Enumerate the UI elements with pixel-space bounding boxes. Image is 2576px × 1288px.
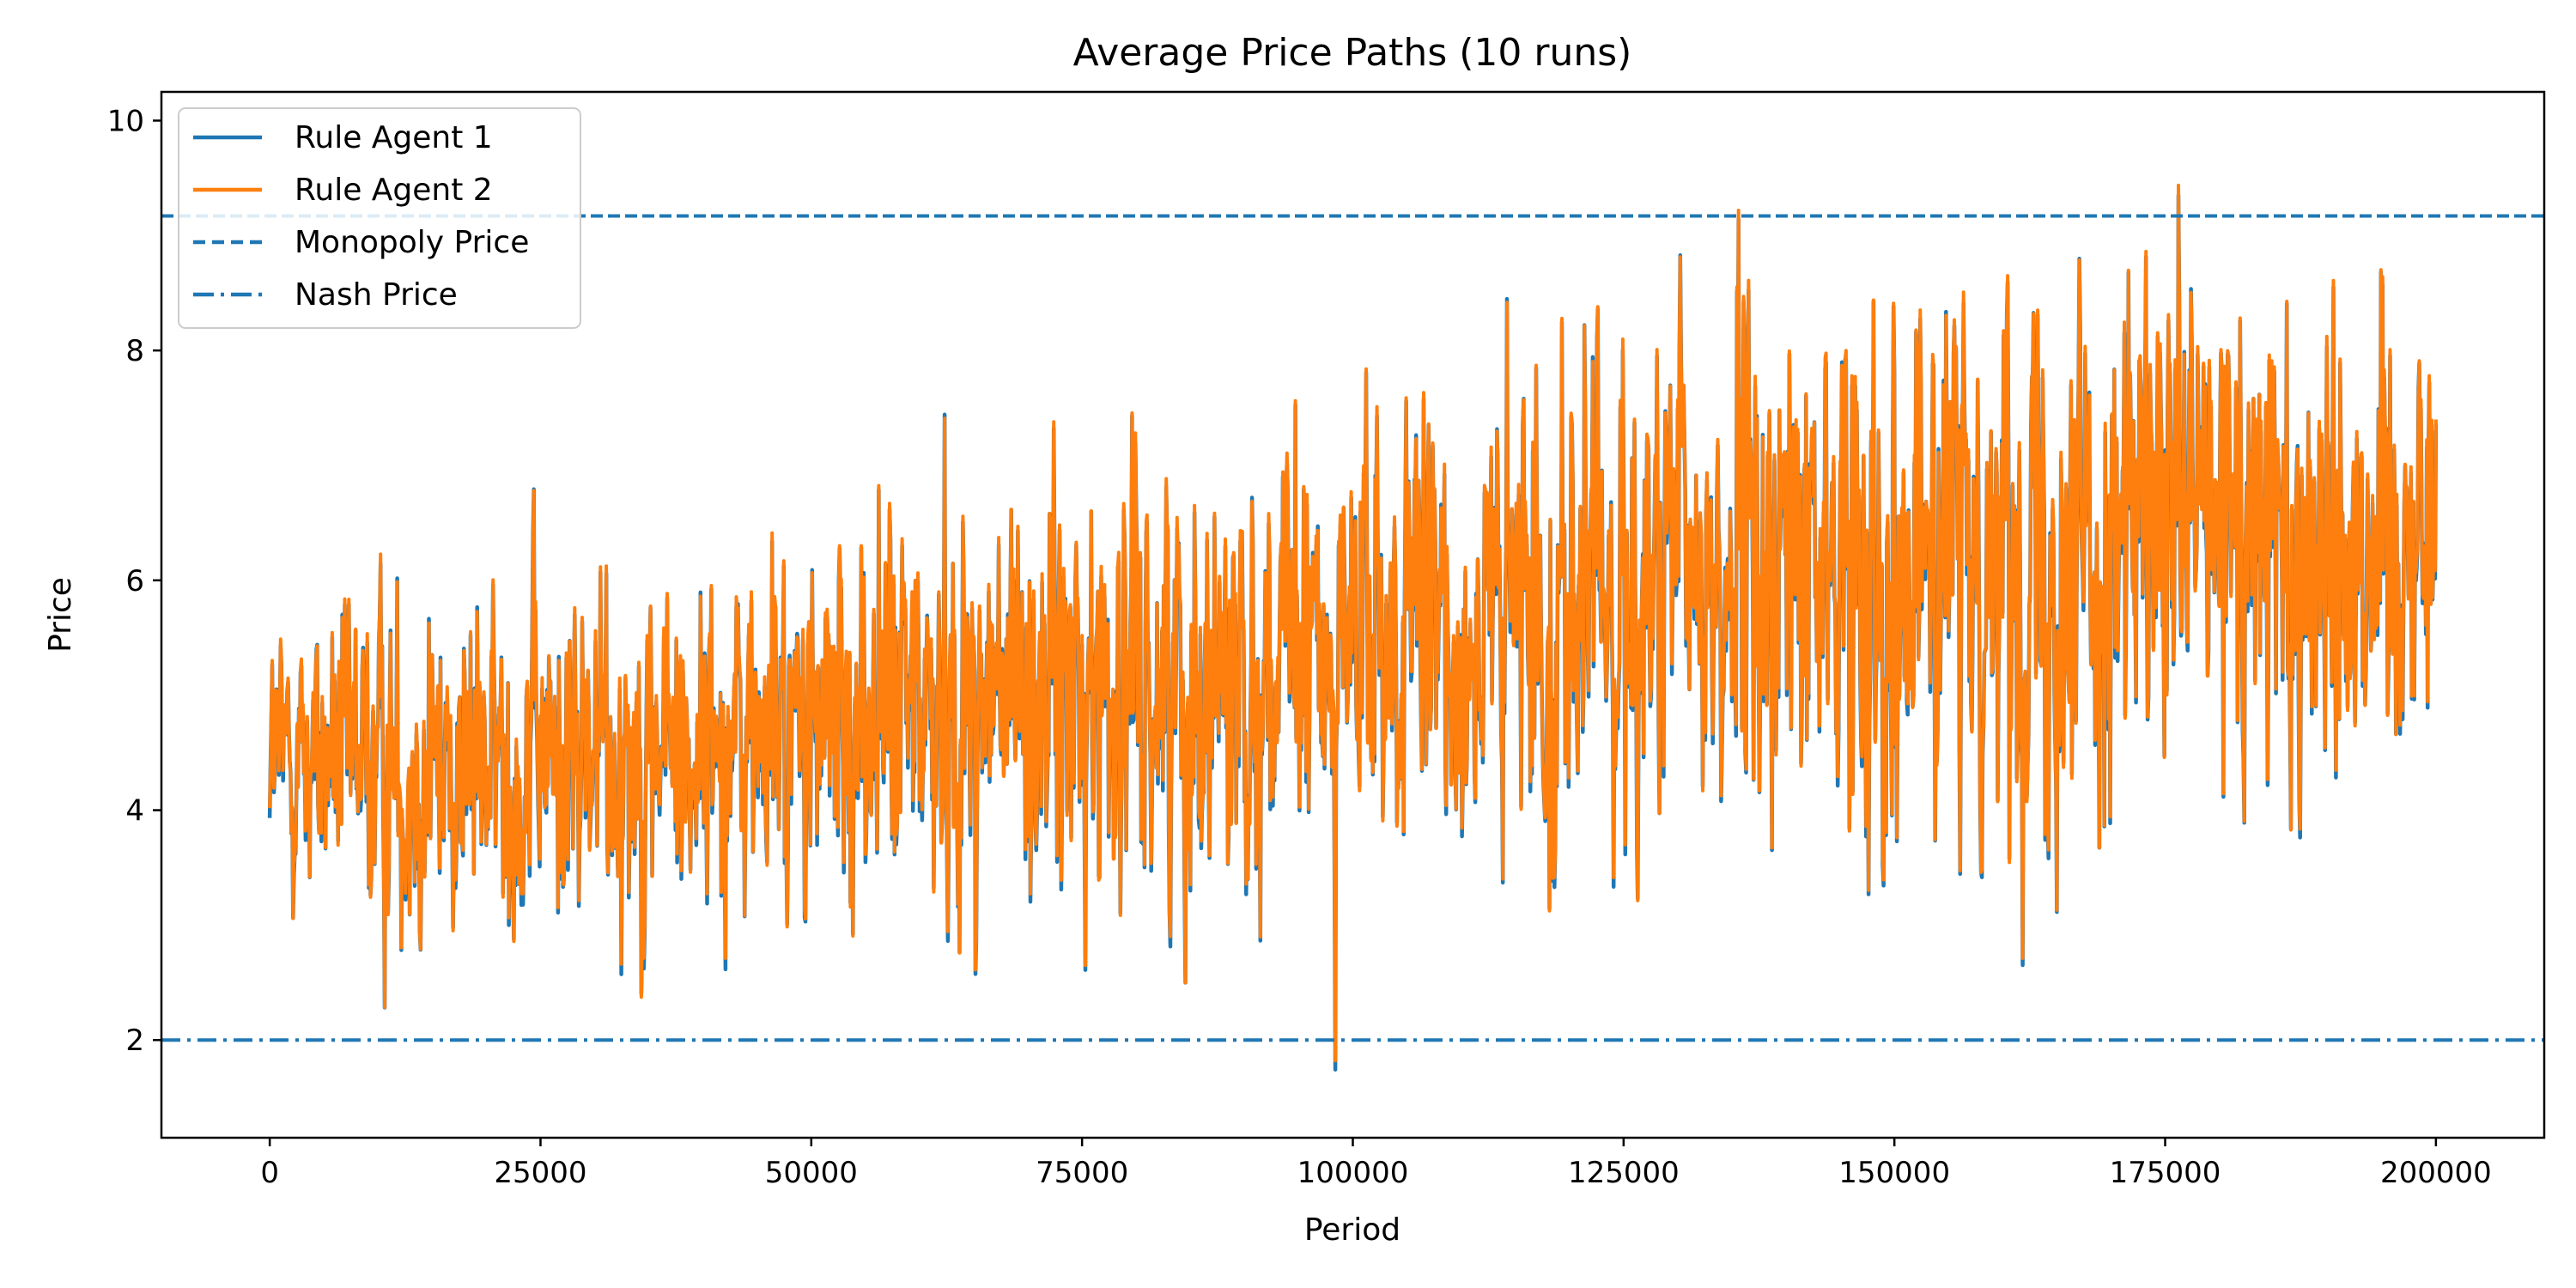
y-tick-label: 6 (125, 564, 144, 598)
legend-label: Nash Price (295, 277, 458, 313)
y-tick-label: 4 (125, 794, 144, 829)
x-tick-label: 0 (260, 1156, 279, 1190)
x-tick-label: 150000 (1838, 1156, 1950, 1190)
x-tick-label: 75000 (1036, 1156, 1128, 1190)
y-tick-label: 8 (125, 334, 144, 368)
x-tick-label: 100000 (1297, 1156, 1409, 1190)
chart-title: Average Price Paths (10 runs) (1073, 31, 1632, 75)
y-axis-ticks: 2 4 6 8 10 (107, 104, 161, 1058)
x-tick-label: 50000 (765, 1156, 858, 1190)
legend-entry-rule-agent-2: Rule Agent 2 (193, 173, 493, 208)
legend-entry-monopoly-price: Monopoly Price (193, 225, 529, 260)
y-tick-label: 10 (107, 104, 144, 138)
series-layer (267, 183, 2439, 1072)
legend-label: Rule Agent 1 (295, 120, 493, 155)
legend-label: Rule Agent 2 (295, 173, 493, 208)
x-tick-label: 25000 (494, 1156, 586, 1190)
legend: Rule Agent 1 Rule Agent 2 Monopoly Price Na… (178, 107, 581, 329)
x-tick-label: 125000 (1568, 1156, 1680, 1190)
legend-entry-nash-price: Nash Price (193, 277, 458, 313)
x-tick-label: 200000 (2380, 1156, 2492, 1190)
legend-frame (178, 107, 581, 329)
legend-entry-rule-agent-1: Rule Agent 1 (193, 120, 493, 155)
x-tick-label: 175000 (2110, 1156, 2221, 1190)
legend-label: Monopoly Price (295, 225, 529, 260)
y-tick-label: 2 (125, 1024, 144, 1058)
x-axis-ticks: 0 25000 50000 75000 100000 125000 150000 175000… (260, 1138, 2492, 1190)
series-line-2 (268, 183, 2438, 1063)
y-axis-label: Price (43, 577, 78, 653)
x-axis-label: Period (1304, 1212, 1400, 1248)
